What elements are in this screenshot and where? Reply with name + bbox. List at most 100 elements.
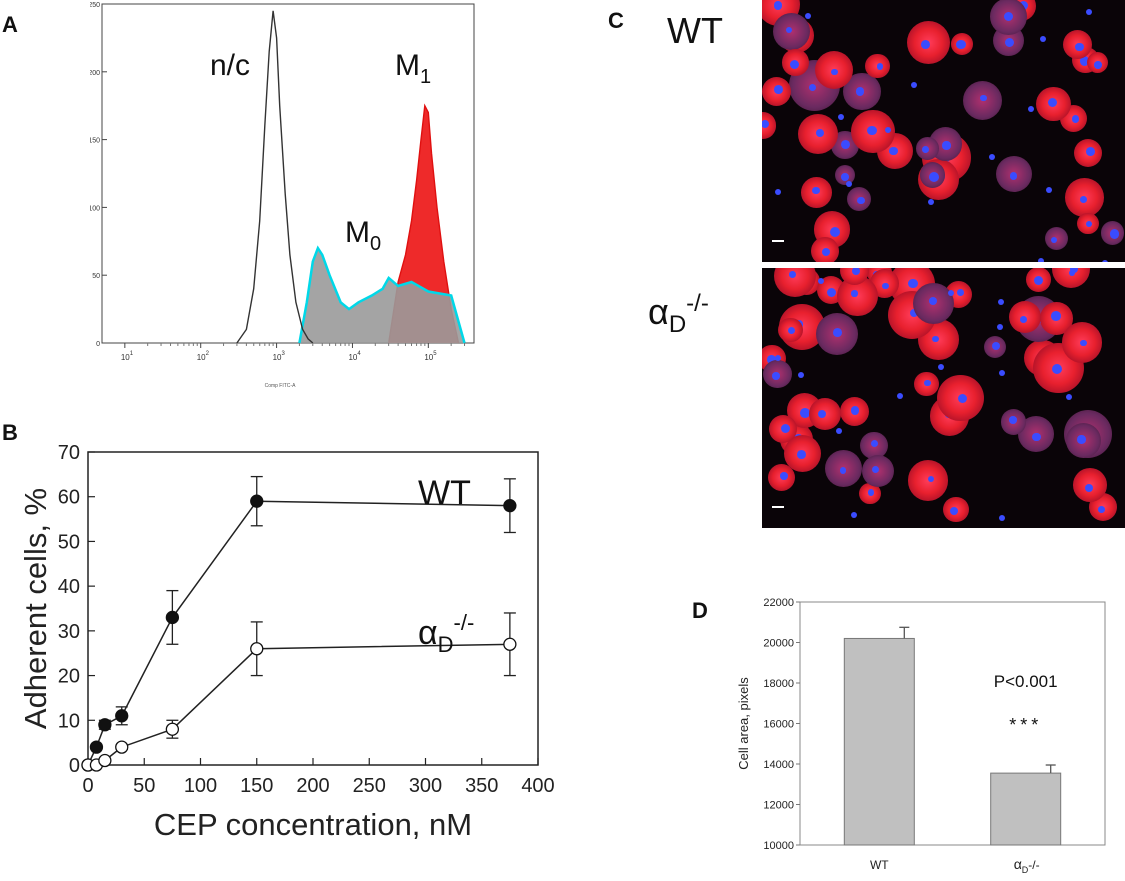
nucleus-dot: [1085, 220, 1093, 228]
nucleus-dot: [1045, 186, 1052, 193]
nucleus-dot: [809, 84, 817, 92]
y-tick-label-a: 200: [90, 70, 100, 77]
nucleus-dot: [1009, 416, 1017, 424]
series-label-ko: αD-/-: [418, 610, 474, 657]
nucleus-dot: [851, 268, 861, 276]
data-point-ko: [503, 637, 517, 651]
cell-area-bar-chart: 10000 12000 14000 16000 18000 20000 22000 Cell …: [736, 597, 1106, 875]
nucleus-dot: [829, 227, 840, 238]
nucleus-dot: [924, 379, 931, 387]
y-tick-label-d: 18000: [763, 678, 794, 690]
y-tick-label-b: 70: [58, 442, 80, 464]
nucleus-dot: [1020, 316, 1028, 324]
data-point-wt: [165, 610, 180, 625]
nucleus-dot: [796, 450, 806, 460]
series-line-1: [88, 643, 510, 766]
nucleus-dot: [1075, 42, 1084, 52]
y-tick-label-a: 50: [92, 273, 100, 280]
nucleus-dot: [948, 290, 955, 297]
x-tick-label-b: 0: [82, 775, 93, 797]
x-tick-label-a: 105: [424, 351, 437, 362]
label-nc: n/c: [210, 49, 250, 82]
nucleus-dot: [872, 465, 880, 473]
y-axis-label-b: Adherent cells, %: [18, 488, 53, 729]
nucleus-dot: [1004, 11, 1014, 22]
y-tick-label-d: 10000: [763, 840, 794, 852]
nucleus-dot: [775, 355, 782, 362]
nucleus-dot: [870, 439, 878, 447]
nucleus-dot: [1079, 56, 1090, 66]
data-point-wt: [115, 709, 129, 723]
histogram-line-m1: [388, 103, 460, 344]
nucleus-dot: [988, 153, 995, 160]
ko-image-label: αD-/-: [648, 290, 709, 339]
y-tick-label-d: 14000: [763, 759, 794, 771]
x-tick-label-b: 150: [240, 775, 273, 797]
nucleus-dot: [800, 408, 811, 419]
y-tick-label-d: 16000: [763, 719, 794, 731]
y-tick-label-b: 0: [69, 755, 80, 777]
nucleus-dot: [897, 392, 904, 399]
nucleus-dot: [838, 113, 845, 120]
nucleus-dot: [1097, 506, 1105, 514]
nucleus-dot: [1086, 147, 1095, 156]
y-tick-label-a: 100: [90, 205, 100, 212]
nucleus-dot: [881, 282, 889, 290]
histogram-fill-m0: [299, 248, 465, 343]
histogram-line-nc: [236, 10, 314, 344]
cell-image: [1052, 268, 1091, 288]
nucleus-dot: [787, 326, 796, 334]
scale-bar: [772, 240, 784, 242]
nucleus-dot: [956, 39, 966, 50]
panel-letter-a: A: [2, 12, 18, 37]
nucleus-dot: [1039, 36, 1046, 43]
nucleus-dot: [928, 172, 939, 183]
y-axis-label-d: Cell area, pixels: [736, 677, 751, 770]
nucleus-dot: [1071, 115, 1080, 123]
y-tick-label-a: 150: [90, 138, 100, 145]
nucleus-dot: [908, 278, 918, 288]
nucleus-dot: [1101, 259, 1108, 262]
nucleus-dot: [957, 288, 964, 296]
microscopy-image-wt: [762, 0, 1125, 262]
nucleus-dot: [910, 81, 917, 88]
y-tick-label-b: 60: [58, 487, 80, 509]
nucleus-dot: [789, 271, 796, 278]
nucleus-dot: [767, 355, 776, 364]
nucleus-dot: [1027, 105, 1034, 112]
panel-letter-d: D: [692, 598, 708, 623]
nucleus-dot: [774, 189, 781, 196]
x-axis-label-b: CEP concentration, nM: [154, 807, 472, 842]
nucleus-dot: [997, 323, 1004, 330]
data-point-wt: [98, 718, 112, 732]
x-tick-label-a: 102: [197, 351, 210, 362]
nucleus-dot: [762, 120, 770, 129]
nucleus-dot: [942, 141, 951, 150]
data-point-ko: [115, 740, 129, 754]
nucleus-dot: [991, 341, 1000, 351]
nucleus-dot: [1037, 257, 1044, 262]
nucleus-dot: [840, 172, 849, 181]
nucleus-dot: [928, 296, 938, 306]
data-point-wt: [503, 499, 517, 513]
nucleus-dot: [821, 247, 831, 256]
panel-letter-b: B: [2, 420, 18, 445]
nucleus-dot: [1093, 61, 1102, 69]
nucleus-dot: [1084, 483, 1093, 492]
nucleus-dot: [1004, 37, 1015, 48]
nucleus-dot: [927, 198, 934, 205]
nucleus-dot: [867, 488, 875, 496]
nucleus-dot: [812, 186, 820, 194]
adhesion-line-chart: 0 10 20 30 40 50 60 70 0 50 100 150 200 250 300 350 400 C…: [18, 442, 555, 842]
nucleus-dot: [850, 406, 860, 415]
x-tick-label-a: 104: [348, 351, 361, 362]
flow-histogram-chart: 0 50 100 150 200 250 101 102 103 104 105 Comp FITC-…: [90, 2, 475, 389]
nucleus-dot: [1080, 339, 1087, 347]
data-point-ko: [250, 642, 264, 656]
x-tick-label-b: 300: [409, 775, 442, 797]
nucleus-dot: [1009, 172, 1017, 180]
series-label-wt: WT: [418, 474, 471, 512]
nucleus-dot: [957, 394, 967, 404]
x-axis-label-a: Comp FITC-A: [265, 383, 297, 389]
p-value-annotation: P<0.001: [994, 672, 1058, 691]
